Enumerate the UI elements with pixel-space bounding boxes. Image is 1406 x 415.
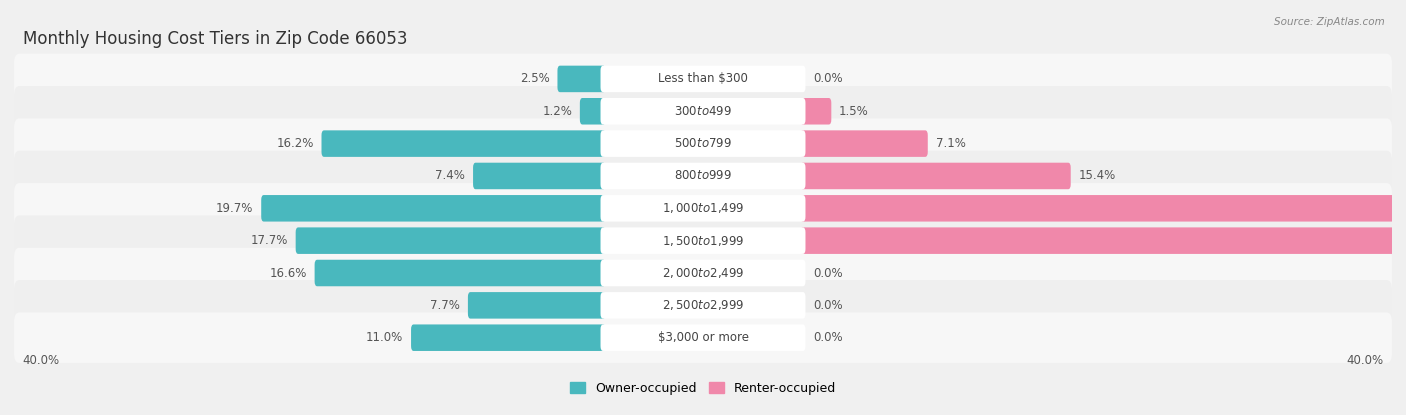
FancyBboxPatch shape	[315, 260, 606, 286]
FancyBboxPatch shape	[600, 163, 806, 189]
FancyBboxPatch shape	[14, 312, 1392, 363]
Text: 16.6%: 16.6%	[270, 266, 307, 280]
FancyBboxPatch shape	[14, 183, 1392, 234]
FancyBboxPatch shape	[14, 118, 1392, 169]
FancyBboxPatch shape	[800, 98, 831, 124]
FancyBboxPatch shape	[800, 195, 1406, 222]
FancyBboxPatch shape	[14, 215, 1392, 266]
FancyBboxPatch shape	[800, 163, 1071, 189]
Text: 0.0%: 0.0%	[813, 72, 842, 85]
FancyBboxPatch shape	[600, 325, 806, 351]
Text: $1,000 to $1,499: $1,000 to $1,499	[662, 201, 744, 215]
Text: 2.5%: 2.5%	[520, 72, 550, 85]
Text: Source: ZipAtlas.com: Source: ZipAtlas.com	[1274, 17, 1385, 27]
FancyBboxPatch shape	[295, 227, 606, 254]
FancyBboxPatch shape	[800, 130, 928, 157]
FancyBboxPatch shape	[468, 292, 606, 319]
Text: 19.7%: 19.7%	[217, 202, 253, 215]
FancyBboxPatch shape	[472, 163, 606, 189]
Text: $300 to $499: $300 to $499	[673, 105, 733, 118]
FancyBboxPatch shape	[579, 98, 606, 124]
FancyBboxPatch shape	[600, 98, 806, 124]
FancyBboxPatch shape	[262, 195, 606, 222]
Text: Less than $300: Less than $300	[658, 72, 748, 85]
Text: 40.0%: 40.0%	[22, 354, 60, 368]
FancyBboxPatch shape	[600, 292, 806, 319]
Text: 17.7%: 17.7%	[250, 234, 288, 247]
FancyBboxPatch shape	[14, 151, 1392, 201]
FancyBboxPatch shape	[322, 130, 606, 157]
FancyBboxPatch shape	[600, 260, 806, 286]
FancyBboxPatch shape	[14, 86, 1392, 137]
Text: 16.2%: 16.2%	[277, 137, 314, 150]
FancyBboxPatch shape	[800, 227, 1406, 254]
FancyBboxPatch shape	[14, 280, 1392, 331]
Text: $3,000 or more: $3,000 or more	[658, 331, 748, 344]
Text: $1,500 to $1,999: $1,500 to $1,999	[662, 234, 744, 248]
FancyBboxPatch shape	[600, 66, 806, 92]
Legend: Owner-occupied, Renter-occupied: Owner-occupied, Renter-occupied	[565, 377, 841, 400]
Text: $2,000 to $2,499: $2,000 to $2,499	[662, 266, 744, 280]
FancyBboxPatch shape	[557, 66, 606, 92]
Text: 0.0%: 0.0%	[813, 299, 842, 312]
FancyBboxPatch shape	[14, 248, 1392, 298]
FancyBboxPatch shape	[14, 54, 1392, 104]
Text: $500 to $799: $500 to $799	[673, 137, 733, 150]
Text: 7.7%: 7.7%	[430, 299, 460, 312]
Text: 1.5%: 1.5%	[839, 105, 869, 118]
Text: Monthly Housing Cost Tiers in Zip Code 66053: Monthly Housing Cost Tiers in Zip Code 6…	[22, 30, 408, 48]
FancyBboxPatch shape	[600, 227, 806, 254]
Text: 7.4%: 7.4%	[436, 169, 465, 183]
Text: 11.0%: 11.0%	[366, 331, 404, 344]
Text: 1.2%: 1.2%	[543, 105, 572, 118]
Text: $800 to $999: $800 to $999	[673, 169, 733, 183]
FancyBboxPatch shape	[411, 325, 606, 351]
FancyBboxPatch shape	[600, 130, 806, 157]
Text: 7.1%: 7.1%	[935, 137, 966, 150]
Text: 0.0%: 0.0%	[813, 331, 842, 344]
Text: 40.0%: 40.0%	[1346, 354, 1384, 368]
Text: 15.4%: 15.4%	[1078, 169, 1116, 183]
Text: $2,500 to $2,999: $2,500 to $2,999	[662, 298, 744, 312]
FancyBboxPatch shape	[600, 195, 806, 222]
Text: 0.0%: 0.0%	[813, 266, 842, 280]
